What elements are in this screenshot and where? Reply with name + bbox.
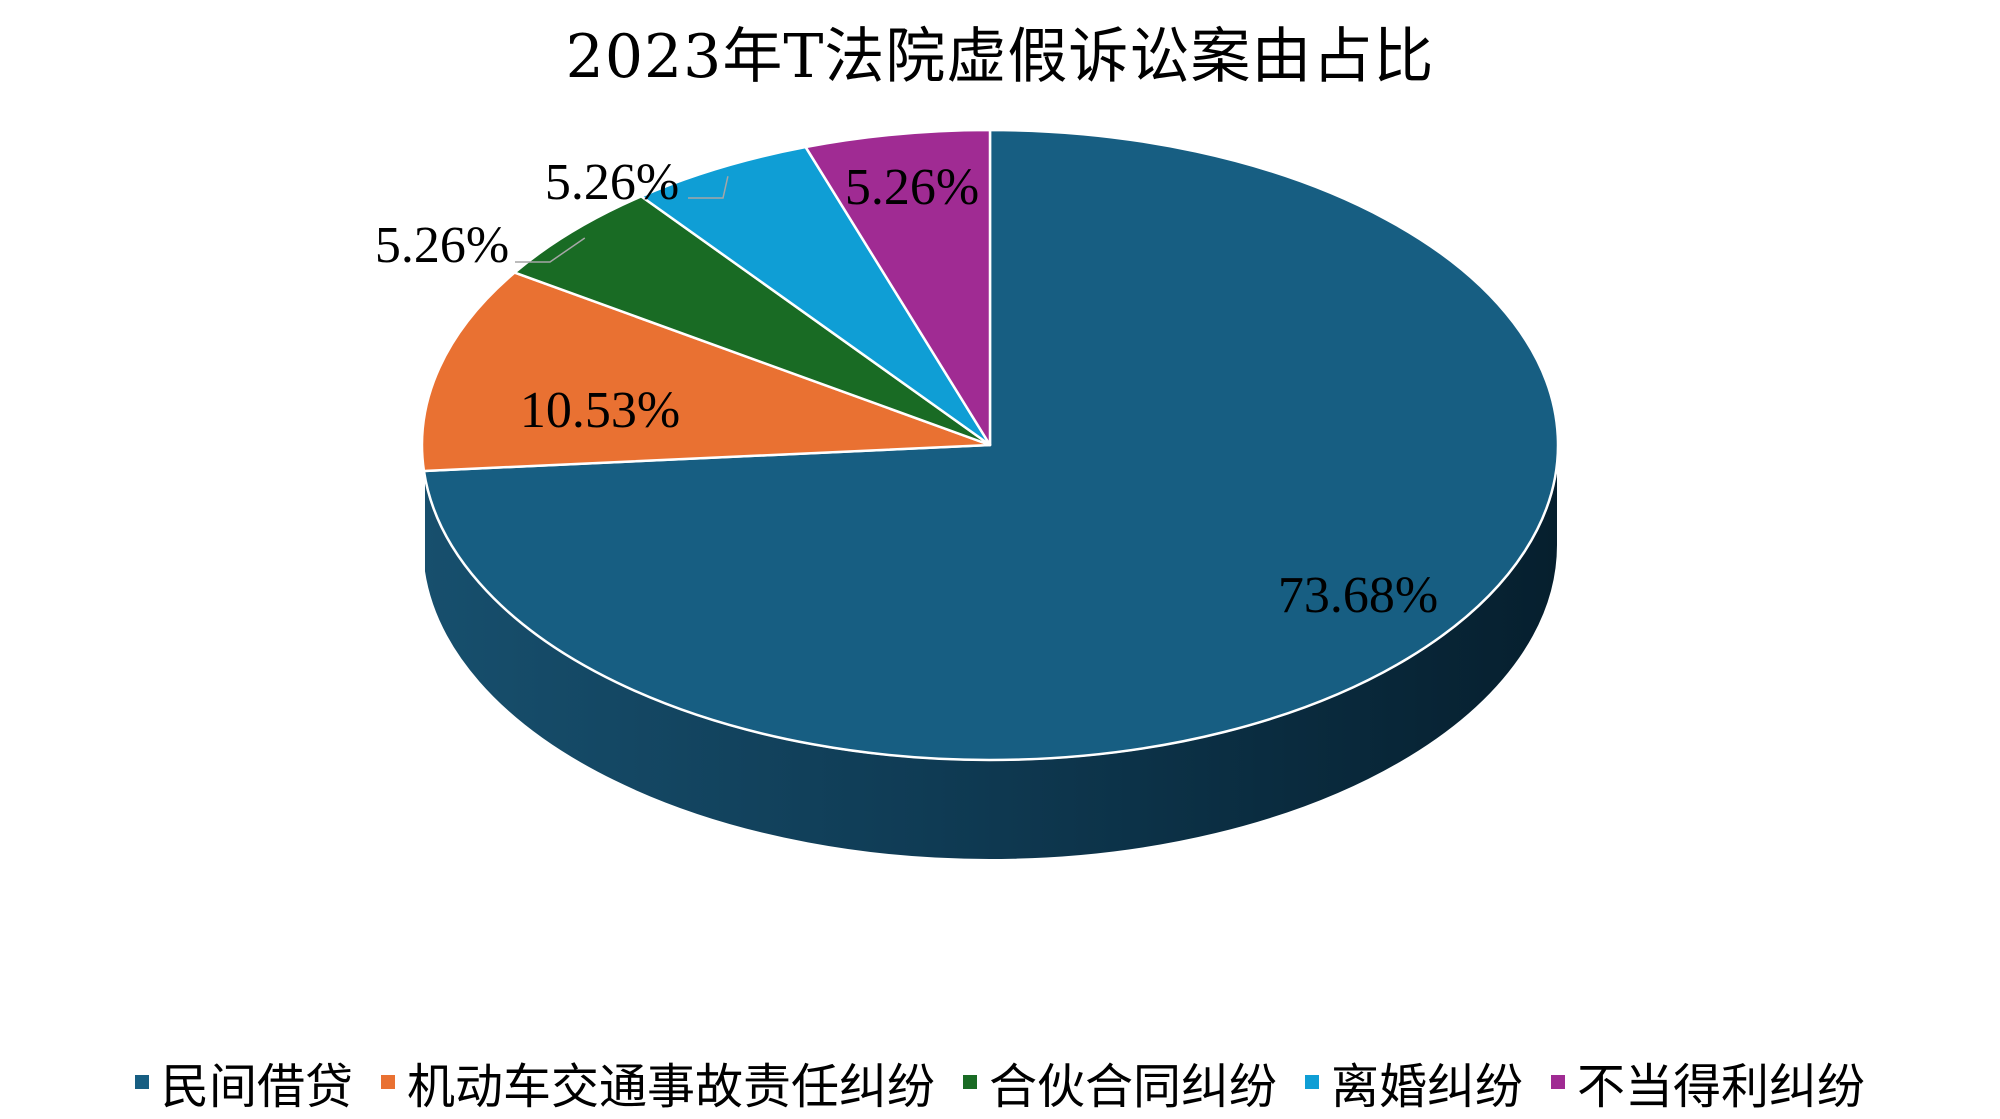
legend-item-1: 机动车交通事故责任纠纷 (380, 1047, 935, 1117)
legend-item-0: 民间借贷 (134, 1047, 353, 1117)
data-label-0: 73.68% (1278, 567, 1438, 624)
legend-label-4: 不当得利纠纷 (1577, 1059, 1866, 1115)
chart-title: 2023年T法院虚假诉讼案由占比 (565, 22, 1435, 92)
legend-swatch-3 (1305, 1075, 1319, 1089)
legend-label-0: 民间借贷 (160, 1059, 353, 1115)
data-label-1: 10.53% (520, 382, 680, 439)
legend-label-2: 合伙合同纠纷 (988, 1059, 1277, 1115)
leader-line-3 (688, 176, 729, 199)
legend-item-4: 不当得利纠纷 (1551, 1047, 1865, 1117)
data-label-2: 5.26% (375, 217, 509, 274)
legend-label-1: 机动车交通事故责任纠纷 (406, 1059, 935, 1115)
pie-slice-1 (420, 271, 992, 473)
legend-swatch-4 (1551, 1075, 1566, 1089)
data-label-3: 5.26% (545, 154, 679, 211)
leader-line-2 (515, 237, 586, 263)
legend-swatch-0 (134, 1075, 149, 1089)
legend-swatch-1 (380, 1075, 395, 1089)
legend: 民间借贷 机动车交通事故责任纠纷 合伙合同纠纷 离婚纠纷 不当得利纠纷 (0, 1052, 2000, 1115)
legend-item-2: 合伙合同纠纷 (962, 1047, 1277, 1117)
legend-item-3: 离婚纠纷 (1305, 1047, 1523, 1117)
legend-swatch-2 (962, 1075, 977, 1089)
legend-label-3: 离婚纠纷 (1331, 1059, 1524, 1115)
pie-slice-3 (640, 145, 992, 447)
pie-slice-4 (804, 128, 992, 447)
data-label-4: 5.26% (845, 159, 979, 216)
pie-slice-2 (513, 195, 992, 447)
